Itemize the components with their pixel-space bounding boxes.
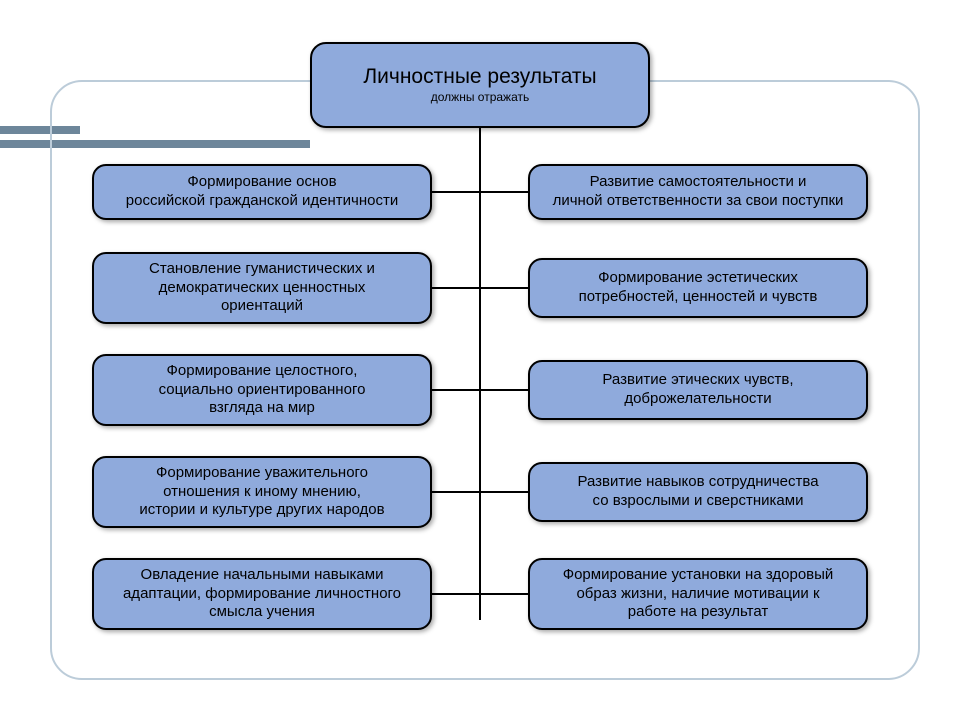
- leaf-line: адаптации, формирование личностного: [123, 585, 401, 604]
- leaf-line: Становление гуманистических и: [149, 260, 375, 279]
- leaf-line: взгляда на мир: [209, 399, 315, 418]
- leaf-line: Развитие самостоятельности и: [590, 173, 807, 192]
- leaf-line: демократических ценностных: [159, 279, 366, 298]
- leaf-line: истории и культуре других народов: [139, 501, 384, 520]
- leaf-line: потребностей, ценностей и чувств: [579, 288, 818, 307]
- leaf-right-3: Развитие навыков сотрудничествасо взросл…: [528, 462, 868, 522]
- branch-right-1: [480, 287, 528, 289]
- root-title: Личностные результаты: [363, 65, 596, 88]
- branch-left-0: [432, 191, 480, 193]
- leaf-left-2: Формирование целостного,социально ориент…: [92, 354, 432, 426]
- leaf-line: работе на результат: [628, 603, 769, 622]
- leaf-line: образ жизни, наличие мотивации к: [576, 585, 819, 604]
- root-node: Личностные результаты должны отражать: [310, 42, 650, 128]
- leaf-line: Овладение начальными навыками: [141, 566, 384, 585]
- leaf-right-2: Развитие этических чувств,доброжелательн…: [528, 360, 868, 420]
- leaf-line: Развитие этических чувств,: [602, 371, 793, 390]
- leaf-left-0: Формирование основроссийской гражданской…: [92, 164, 432, 220]
- branch-left-1: [432, 287, 480, 289]
- leaf-line: ориентаций: [221, 297, 303, 316]
- root-subtitle: должны отражать: [431, 90, 529, 104]
- branch-right-2: [480, 389, 528, 391]
- leaf-line: отношения к иному мнению,: [163, 483, 361, 502]
- leaf-line: Формирование уважительного: [156, 464, 368, 483]
- leaf-right-1: Формирование эстетическихпотребностей, ц…: [528, 258, 868, 318]
- branch-left-3: [432, 491, 480, 493]
- leaf-line: со взрослыми и сверстниками: [593, 492, 804, 511]
- leaf-line: Формирование основ: [187, 173, 336, 192]
- leaf-line: Развитие навыков сотрудничества: [577, 473, 818, 492]
- leaf-line: Формирование установки на здоровый: [563, 566, 834, 585]
- leaf-line: личной ответственности за свои поступки: [553, 192, 844, 211]
- leaf-line: смысла учения: [209, 603, 315, 622]
- leaf-left-4: Овладение начальными навыкамиадаптации, …: [92, 558, 432, 630]
- branch-left-2: [432, 389, 480, 391]
- leaf-left-1: Становление гуманистических идемократиче…: [92, 252, 432, 324]
- branch-right-3: [480, 491, 528, 493]
- leaf-line: социально ориентированного: [159, 381, 366, 400]
- branch-right-0: [480, 191, 528, 193]
- leaf-line: Формирование целостного,: [167, 362, 358, 381]
- leaf-line: доброжелательности: [624, 390, 771, 409]
- leaf-right-0: Развитие самостоятельности иличной ответ…: [528, 164, 868, 220]
- branch-left-4: [432, 593, 480, 595]
- branch-right-4: [480, 593, 528, 595]
- leaf-left-3: Формирование уважительногоотношения к ин…: [92, 456, 432, 528]
- leaf-line: российской гражданской идентичности: [126, 192, 398, 211]
- leaf-right-4: Формирование установки на здоровыйобраз …: [528, 558, 868, 630]
- stem: [479, 128, 481, 620]
- leaf-line: Формирование эстетических: [598, 269, 798, 288]
